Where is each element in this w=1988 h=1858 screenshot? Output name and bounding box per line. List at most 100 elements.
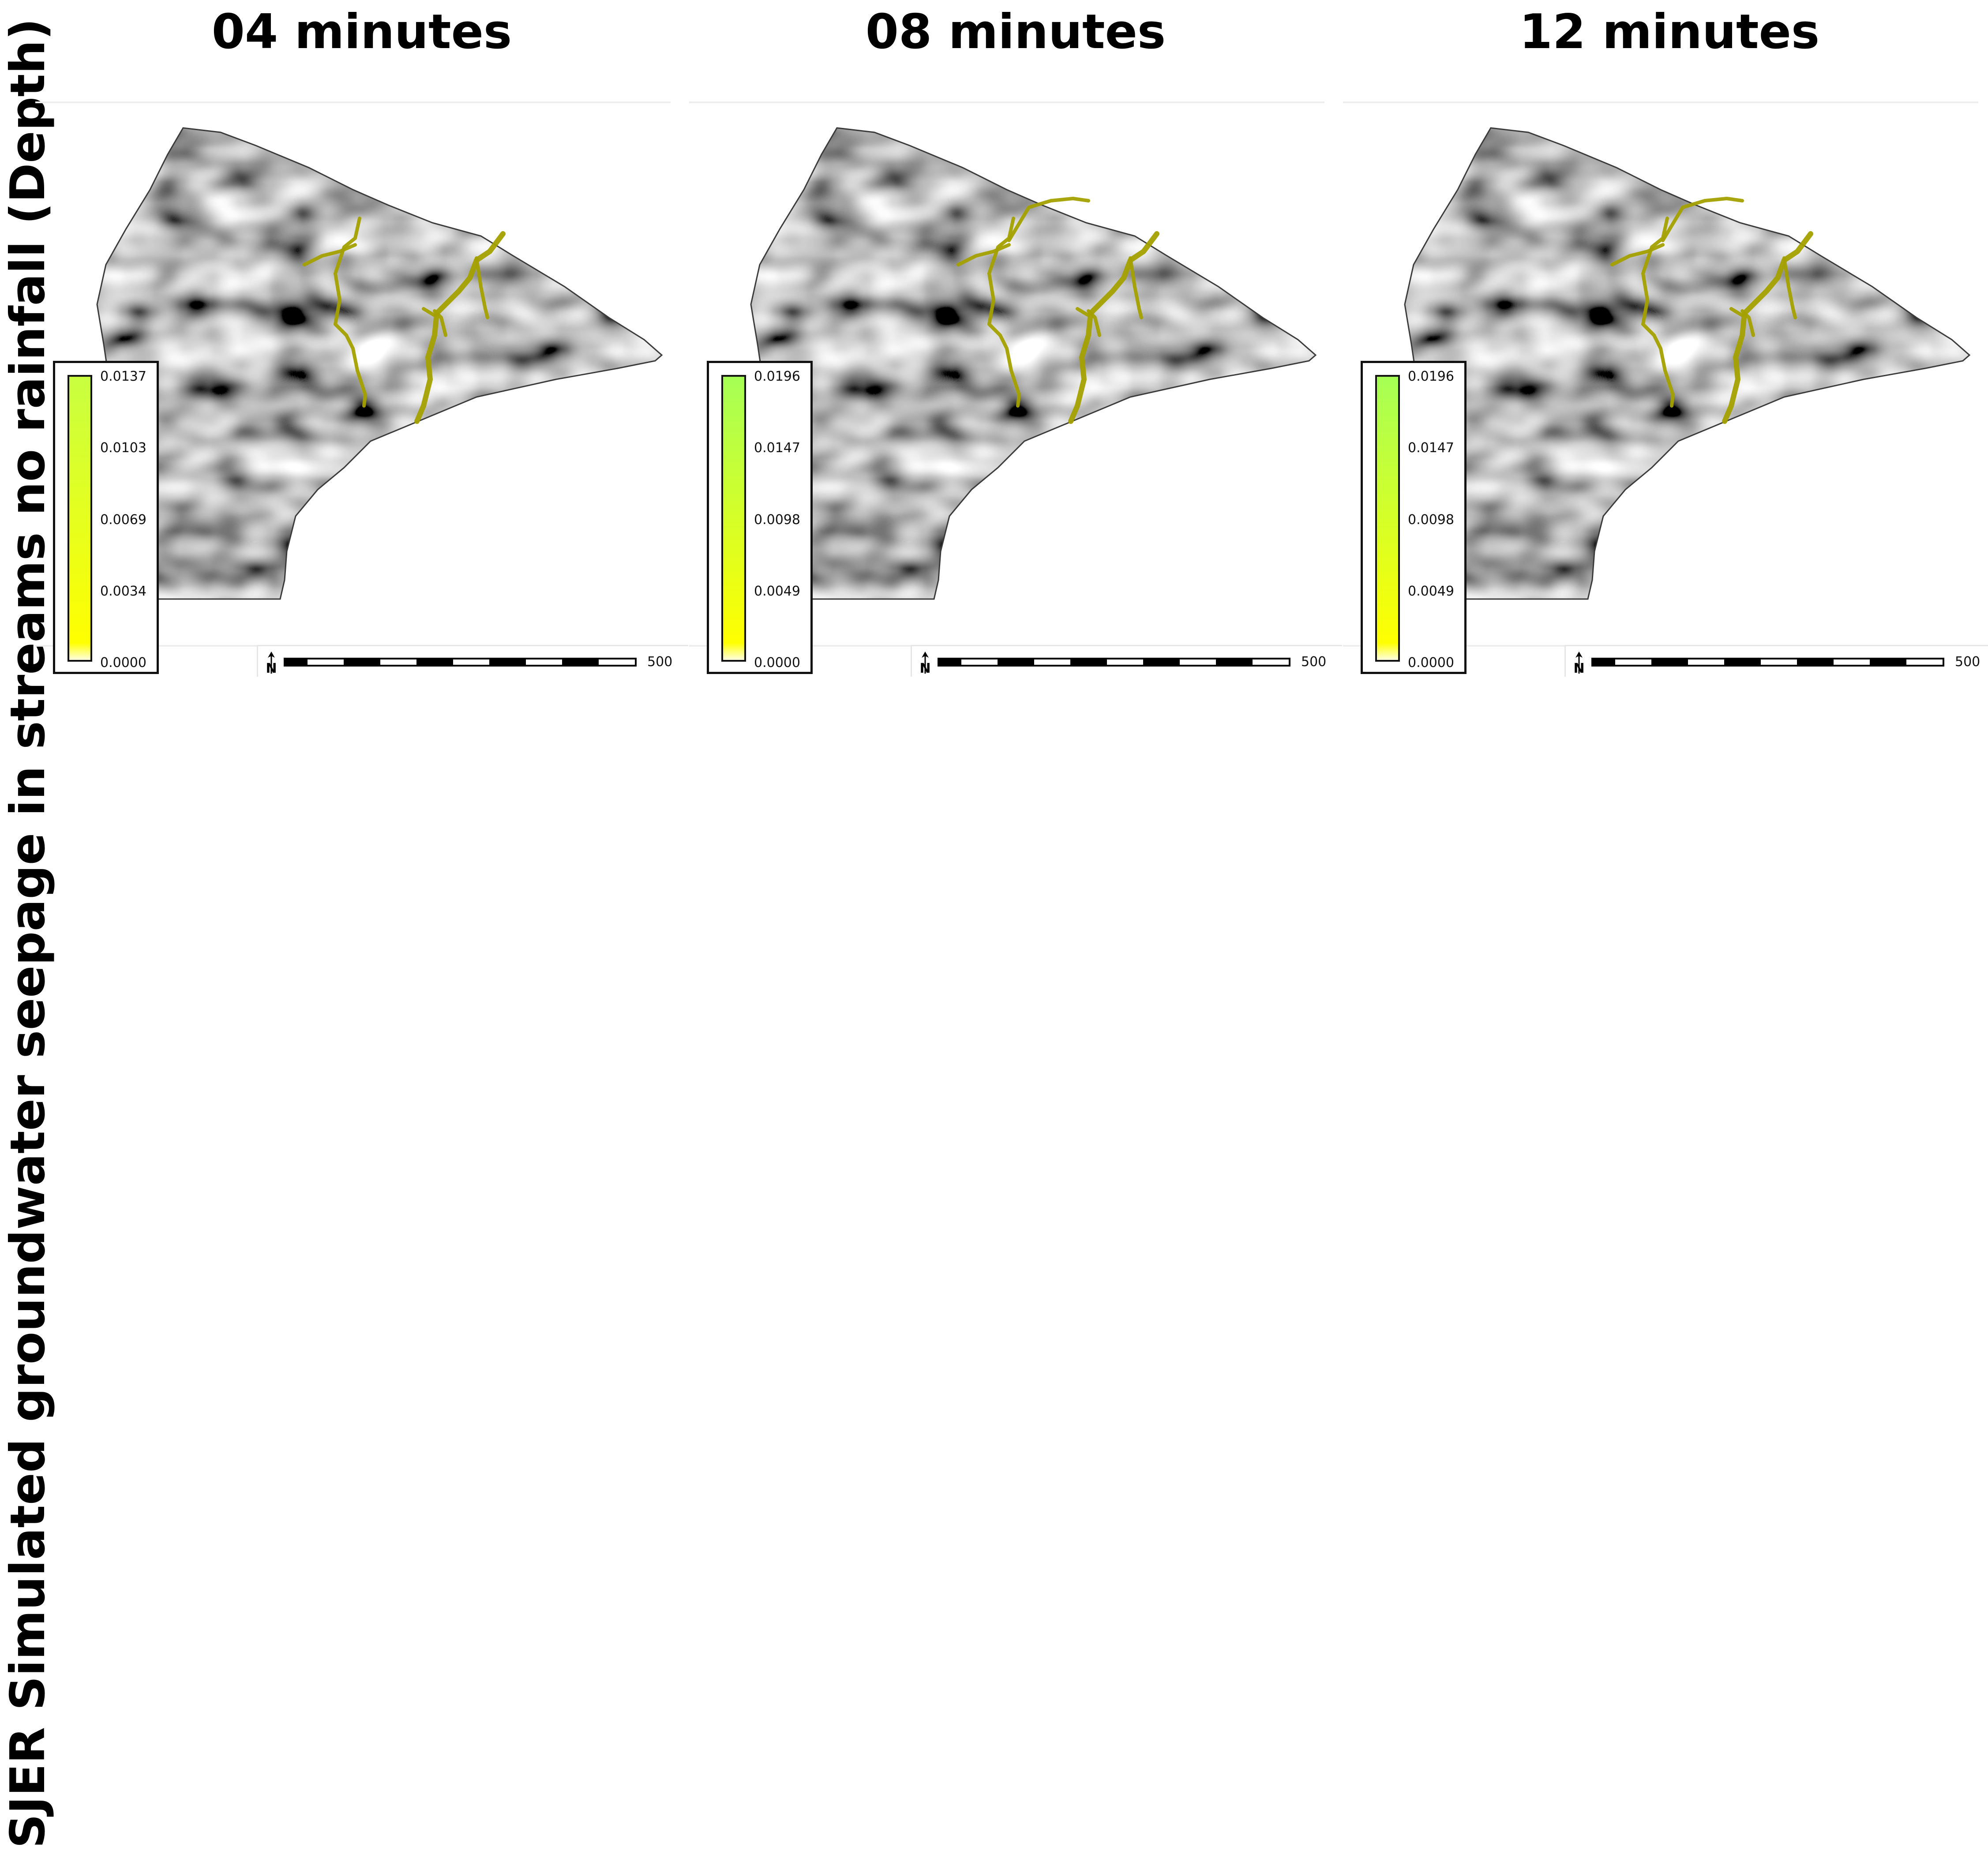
stream-channel: [1722, 231, 1813, 424]
scale-bar-segment: [1615, 659, 1651, 665]
north-label: N: [266, 661, 277, 675]
panel-title: 12 minutes: [1519, 4, 1820, 60]
legend-tick-label: 0.0000: [100, 655, 146, 671]
map-frame-top-line: [689, 101, 1324, 103]
scale-bar-segment: [562, 659, 599, 665]
legend-tick-label: 0.0137: [100, 369, 146, 384]
map-frame-top-line: [1343, 101, 1978, 103]
legend-tick-label: 0.0098: [1408, 512, 1454, 528]
stream-channel: [1729, 307, 1744, 317]
legend-tick-label: 0.0196: [754, 369, 800, 384]
scale-bar-segment: [1252, 659, 1289, 665]
scale-bar-track: [284, 658, 637, 667]
scale-bar-segment: [1107, 659, 1143, 665]
legend-tick-label: 0.0147: [754, 440, 800, 456]
scale-bar-segment: [1143, 659, 1180, 665]
map-panel: 04 minutes 0.0137 0.0103 0.0069 0.0034 0.0000…: [35, 0, 688, 688]
legend-tick-label: 0.0049: [754, 584, 800, 599]
map-canvas[interactable]: [689, 0, 1342, 688]
stream-channel: [414, 231, 506, 424]
stream-channel: [1661, 197, 1744, 242]
legend-tick-label: 0.0000: [754, 655, 800, 671]
scale-bar-segment: [1797, 659, 1834, 665]
scale-bar-segment: [285, 659, 308, 665]
scale-bar: N 500: [1564, 645, 1988, 677]
north-arrow-icon: N: [266, 652, 277, 675]
scale-bar-segment: [525, 659, 562, 665]
north-label: N: [1573, 661, 1584, 675]
stream-channel: [987, 217, 1021, 408]
north-arrow-icon: N: [1573, 652, 1585, 675]
stream-channel: [1087, 309, 1101, 337]
north-arrow-icon: N: [919, 652, 931, 675]
legend-tick-label: 0.0196: [1408, 369, 1454, 384]
scale-bar-segment: [380, 659, 416, 665]
legend-tick-label: 0.0098: [754, 512, 800, 528]
scale-bar-segment: [1651, 659, 1688, 665]
scale-bar-segment: [1833, 659, 1870, 665]
scale-bar-segment: [1760, 659, 1797, 665]
stream-channel: [303, 243, 357, 266]
stream-channel: [1129, 256, 1143, 319]
scale-bar-segment: [1593, 659, 1615, 665]
scale-bar-segment: [1034, 659, 1070, 665]
hillshade-raster: [1405, 128, 1969, 599]
scale-bar-segment: [598, 659, 635, 665]
legend-color-bar: [68, 375, 92, 662]
legend-tick-label: 0.0000: [1408, 655, 1454, 671]
watershed-boundary: [96, 127, 663, 600]
legend-tick-label: 0.0034: [100, 584, 146, 599]
scale-bar-segment: [1688, 659, 1724, 665]
map-panel: 08 minutes 0.0196 0.0147 0.0098 0.0049 0.0000…: [689, 0, 1342, 688]
figure-side-title: SJER Simulated groundwater seepage in st…: [0, 0, 66, 1858]
scale-bar-segment: [939, 659, 961, 665]
stream-channel: [1740, 309, 1755, 337]
scale-bar: N 500: [911, 645, 1342, 677]
stream-channel: [475, 256, 489, 319]
depth-legend: 0.0196 0.0147 0.0098 0.0049 0.0000: [707, 361, 813, 674]
stream-channel: [1068, 231, 1159, 424]
scale-bar-segment: [1906, 659, 1943, 665]
map-canvas[interactable]: [35, 0, 688, 688]
scale-bar-segment: [489, 659, 526, 665]
stream-channel: [1610, 243, 1665, 266]
scale-bar-label: 500: [1955, 654, 1980, 670]
stream-channel: [956, 243, 1011, 266]
scale-bar-label: 500: [1301, 654, 1327, 670]
scale-bar-segment: [416, 659, 453, 665]
map-canvas[interactable]: [1343, 0, 1988, 688]
legend-tick-label: 0.0103: [100, 440, 146, 456]
watershed-boundary: [750, 127, 1317, 600]
north-label: N: [919, 661, 930, 675]
hillshade-raster: [97, 128, 662, 599]
stream-channel: [433, 309, 447, 337]
panel-title: 08 minutes: [865, 4, 1166, 60]
panel-title: 04 minutes: [211, 4, 512, 60]
legend-tick-label: 0.0147: [1408, 440, 1454, 456]
side-title-text: SJER Simulated groundwater seepage in st…: [0, 18, 56, 1848]
stream-channel: [1007, 197, 1090, 242]
scale-bar-segment: [961, 659, 998, 665]
legend-tick-label: 0.0069: [100, 512, 146, 528]
depth-legend: 0.0137 0.0103 0.0069 0.0034 0.0000: [53, 361, 159, 674]
map-panel: 12 minutes 0.0196 0.0147 0.0098 0.0049 0.0000…: [1343, 0, 1988, 688]
side-title-svg: SJER Simulated groundwater seepage in st…: [0, 18, 56, 1848]
scale-bar-segment: [307, 659, 344, 665]
scale-bar-track: [938, 658, 1290, 667]
stream-channel: [334, 217, 367, 408]
scale-bar-segment: [1724, 659, 1761, 665]
map-frame-top-line: [35, 101, 671, 103]
scale-bar-track: [1591, 658, 1944, 667]
legend-tick-label: 0.0049: [1408, 584, 1454, 599]
stream-channel: [1782, 256, 1797, 319]
scale-bar-segment: [344, 659, 380, 665]
hillshade-raster: [751, 128, 1316, 599]
stream-channel: [422, 307, 436, 317]
scale-bar: N 500: [257, 645, 688, 677]
stream-channel: [1076, 307, 1090, 317]
legend-color-bar: [721, 375, 746, 662]
scale-bar-segment: [1070, 659, 1107, 665]
scale-bar-label: 500: [647, 654, 673, 670]
stream-channel: [1641, 217, 1675, 408]
scale-bar-segment: [998, 659, 1034, 665]
